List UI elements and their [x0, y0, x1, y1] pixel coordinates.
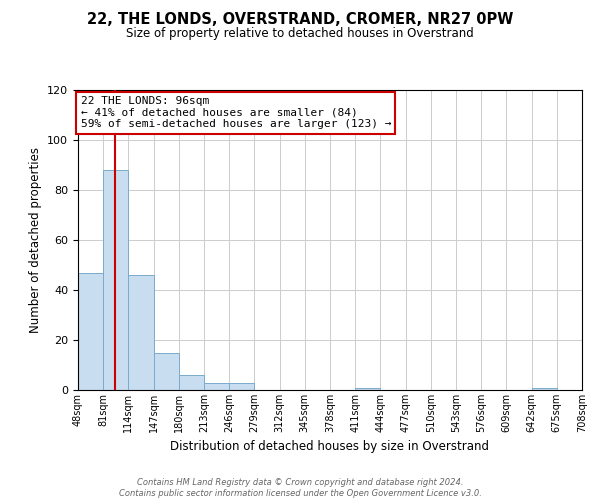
X-axis label: Distribution of detached houses by size in Overstrand: Distribution of detached houses by size …: [170, 440, 490, 454]
Bar: [532, 388, 557, 390]
Bar: [128, 275, 154, 390]
Bar: [229, 382, 254, 390]
Text: 22 THE LONDS: 96sqm
← 41% of detached houses are smaller (84)
59% of semi-detach: 22 THE LONDS: 96sqm ← 41% of detached ho…: [80, 96, 391, 129]
Bar: [355, 388, 380, 390]
Bar: [78, 272, 103, 390]
Y-axis label: Number of detached properties: Number of detached properties: [29, 147, 41, 333]
Text: 22, THE LONDS, OVERSTRAND, CROMER, NR27 0PW: 22, THE LONDS, OVERSTRAND, CROMER, NR27 …: [87, 12, 513, 28]
Bar: [204, 382, 229, 390]
Bar: [179, 375, 204, 390]
Bar: [103, 170, 128, 390]
Bar: [154, 352, 179, 390]
Text: Contains HM Land Registry data © Crown copyright and database right 2024.
Contai: Contains HM Land Registry data © Crown c…: [119, 478, 481, 498]
Text: Size of property relative to detached houses in Overstrand: Size of property relative to detached ho…: [126, 28, 474, 40]
